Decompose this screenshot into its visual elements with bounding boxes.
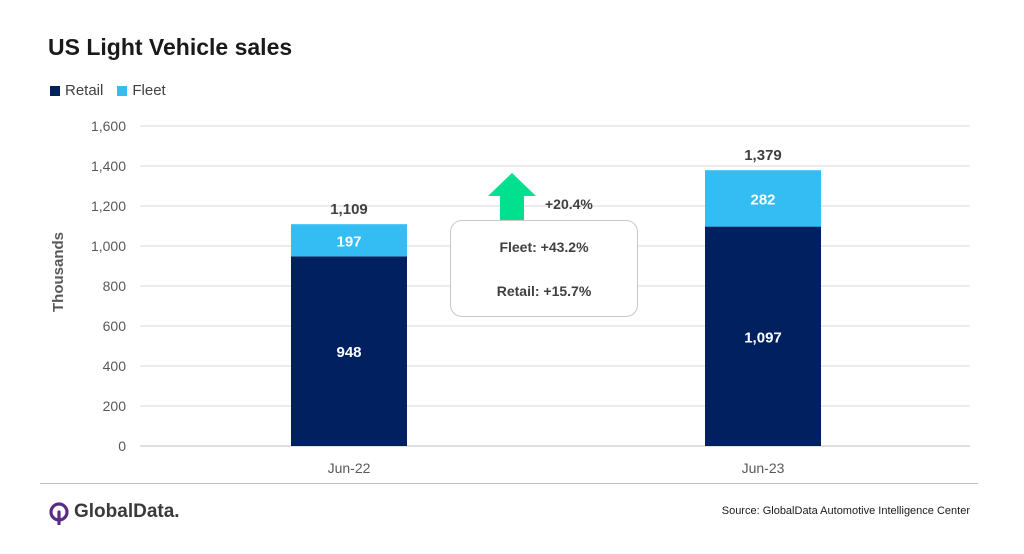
y-tick-label: 200 xyxy=(103,398,127,414)
up-arrow-shape xyxy=(488,173,536,222)
logo-text: GlobalData. xyxy=(74,501,180,522)
change-callout-box: Fleet: +43.2% Retail: +15.7% xyxy=(450,220,638,317)
source-note: Source: GlobalData Automotive Intelligen… xyxy=(721,505,970,517)
legend-swatch-retail xyxy=(50,85,60,96)
callout-fleet-change: Fleet: +43.2% xyxy=(499,239,589,255)
callout-retail-change: Retail: +15.7% xyxy=(496,283,592,299)
total-label: 1,379 xyxy=(744,147,782,164)
bar-fleet-jun-23 xyxy=(705,170,821,227)
data-label-fleet: 282 xyxy=(750,191,775,208)
bar-fleet-jun-22 xyxy=(291,224,407,257)
bar-retail-jun-23 xyxy=(705,226,821,446)
y-tick-label: 600 xyxy=(103,318,127,334)
legend-item-retail: Retail xyxy=(50,82,103,99)
globaldata-logo: GlobalData. xyxy=(48,499,180,525)
y-tick-label: 1,400 xyxy=(91,158,126,174)
total-label: 1,109 xyxy=(330,201,368,218)
legend-label-fleet: Fleet xyxy=(132,82,166,99)
data-label-fleet: 197 xyxy=(336,233,361,250)
y-tick-label: 0 xyxy=(118,438,126,454)
legend-label-retail: Retail xyxy=(65,82,104,99)
y-axis: 0 200 400 600 800 1,000 1,200 1,400 1,600 xyxy=(91,118,126,454)
total-change-label: +20.4% xyxy=(545,196,593,212)
legend-item-fleet: Fleet xyxy=(117,82,166,99)
footer-divider xyxy=(40,483,978,484)
data-label-retail: 1,097 xyxy=(744,329,782,346)
x-tick-label: Jun-23 xyxy=(742,460,785,476)
up-arrow-icon xyxy=(488,173,536,222)
x-tick-label: Jun-22 xyxy=(328,460,371,476)
legend: Retail Fleet xyxy=(50,82,180,99)
y-tick-label: 1,600 xyxy=(91,118,126,134)
bars: 948 197 1,109 Jun-22 1,097 282 1,379 Jun-23 xyxy=(291,147,821,476)
y-axis-title: Thousands xyxy=(50,232,67,312)
y-tick-label: 800 xyxy=(103,278,127,294)
bar-retail-jun-22 xyxy=(291,256,407,446)
y-tick-label: 1,200 xyxy=(91,198,126,214)
y-tick-label: 400 xyxy=(103,358,127,374)
legend-swatch-fleet xyxy=(117,85,128,96)
y-tick-label: 1,000 xyxy=(91,238,126,254)
globaldata-logo-icon xyxy=(49,502,69,525)
chart-title: US Light Vehicle sales xyxy=(48,34,293,60)
data-label-retail: 948 xyxy=(336,344,361,361)
